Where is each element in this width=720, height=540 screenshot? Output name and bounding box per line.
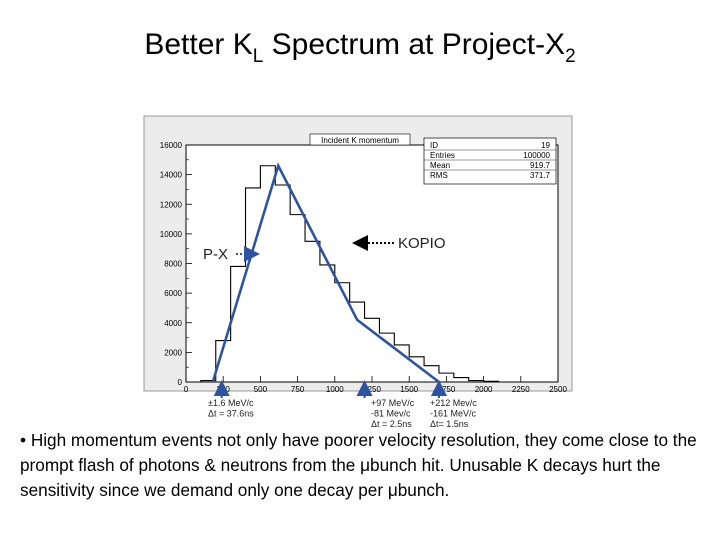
y-tick-label-2: 4000 <box>164 319 182 328</box>
px-curve <box>211 162 440 384</box>
stats-label-2: Mean <box>430 161 450 170</box>
x-tick-label-0: 0 <box>184 385 189 394</box>
x-tick-label-1: 250 <box>217 385 231 394</box>
y-tick-label-8: 16000 <box>160 141 183 150</box>
note-0-line-1: Δt = 37.6ns <box>208 409 254 419</box>
x-tick-label-3: 750 <box>291 385 305 394</box>
x-tick-label-7: 1750 <box>438 385 456 394</box>
y-tick-label-0: 0 <box>178 378 183 387</box>
note-2-line-2: Δt= 1.5ns <box>430 419 469 429</box>
x-tick-label-6: 1500 <box>400 385 418 394</box>
histogram-title-box <box>309 133 411 146</box>
note-0-line-0: ±1.6 MeV/c <box>208 398 254 408</box>
bullet-text: High momentum events not only have poore… <box>20 430 697 500</box>
stats-label-1: Entries <box>430 151 455 160</box>
stats-label-0: ID <box>430 141 438 150</box>
y-tick-label-5: 10000 <box>160 230 183 239</box>
stats-label-3: RMS <box>430 171 448 180</box>
note-1-line-0: +97 MeV/c <box>371 398 415 408</box>
title-sub-2: 2 <box>565 46 576 67</box>
x-tick-label-10: 2500 <box>549 385 567 394</box>
title-main: Better K <box>144 28 253 61</box>
stats-value-3: 371.7 <box>530 171 551 180</box>
stats-value-0: 19 <box>541 141 550 150</box>
x-tick-label-4: 1000 <box>326 385 344 394</box>
x-tick-label-8: 2000 <box>475 385 493 394</box>
y-tick-label-7: 14000 <box>160 171 183 180</box>
annotation-px: P-X <box>203 246 228 263</box>
slide-title: Better KL Spectrum at Project-X2 <box>0 28 720 67</box>
note-2-line-0: +212 Mev/c <box>430 398 477 408</box>
title-sub-l: L <box>252 46 264 67</box>
y-tick-label-3: 6000 <box>164 289 182 298</box>
note-1-line-2: Δt = 2.5ns <box>371 419 412 429</box>
x-tick-label-9: 2250 <box>512 385 530 394</box>
y-tick-label-1: 2000 <box>164 348 182 357</box>
annotation-kopio: KOPIO <box>398 235 446 252</box>
bullet-marker: • <box>20 430 27 450</box>
kopio-histogram <box>186 165 558 383</box>
note-1-line-1: -81 Mev/c <box>371 409 411 419</box>
bullet-point: • High momentum events not only have poo… <box>20 428 710 503</box>
stats-value-2: 919.7 <box>530 161 551 170</box>
histogram-title: Incident K momentum <box>321 136 399 145</box>
stats-value-1: 100000 <box>523 151 550 160</box>
y-tick-label-4: 8000 <box>164 260 182 269</box>
stats-box <box>423 137 557 185</box>
y-tick-label-6: 12000 <box>160 200 183 209</box>
x-tick-label-5: 1250 <box>363 385 381 394</box>
title-middle: Spectrum at Project-X <box>263 28 566 61</box>
x-tick-label-2: 500 <box>254 385 268 394</box>
note-2-line-1: -161 MeV/c <box>430 409 477 419</box>
